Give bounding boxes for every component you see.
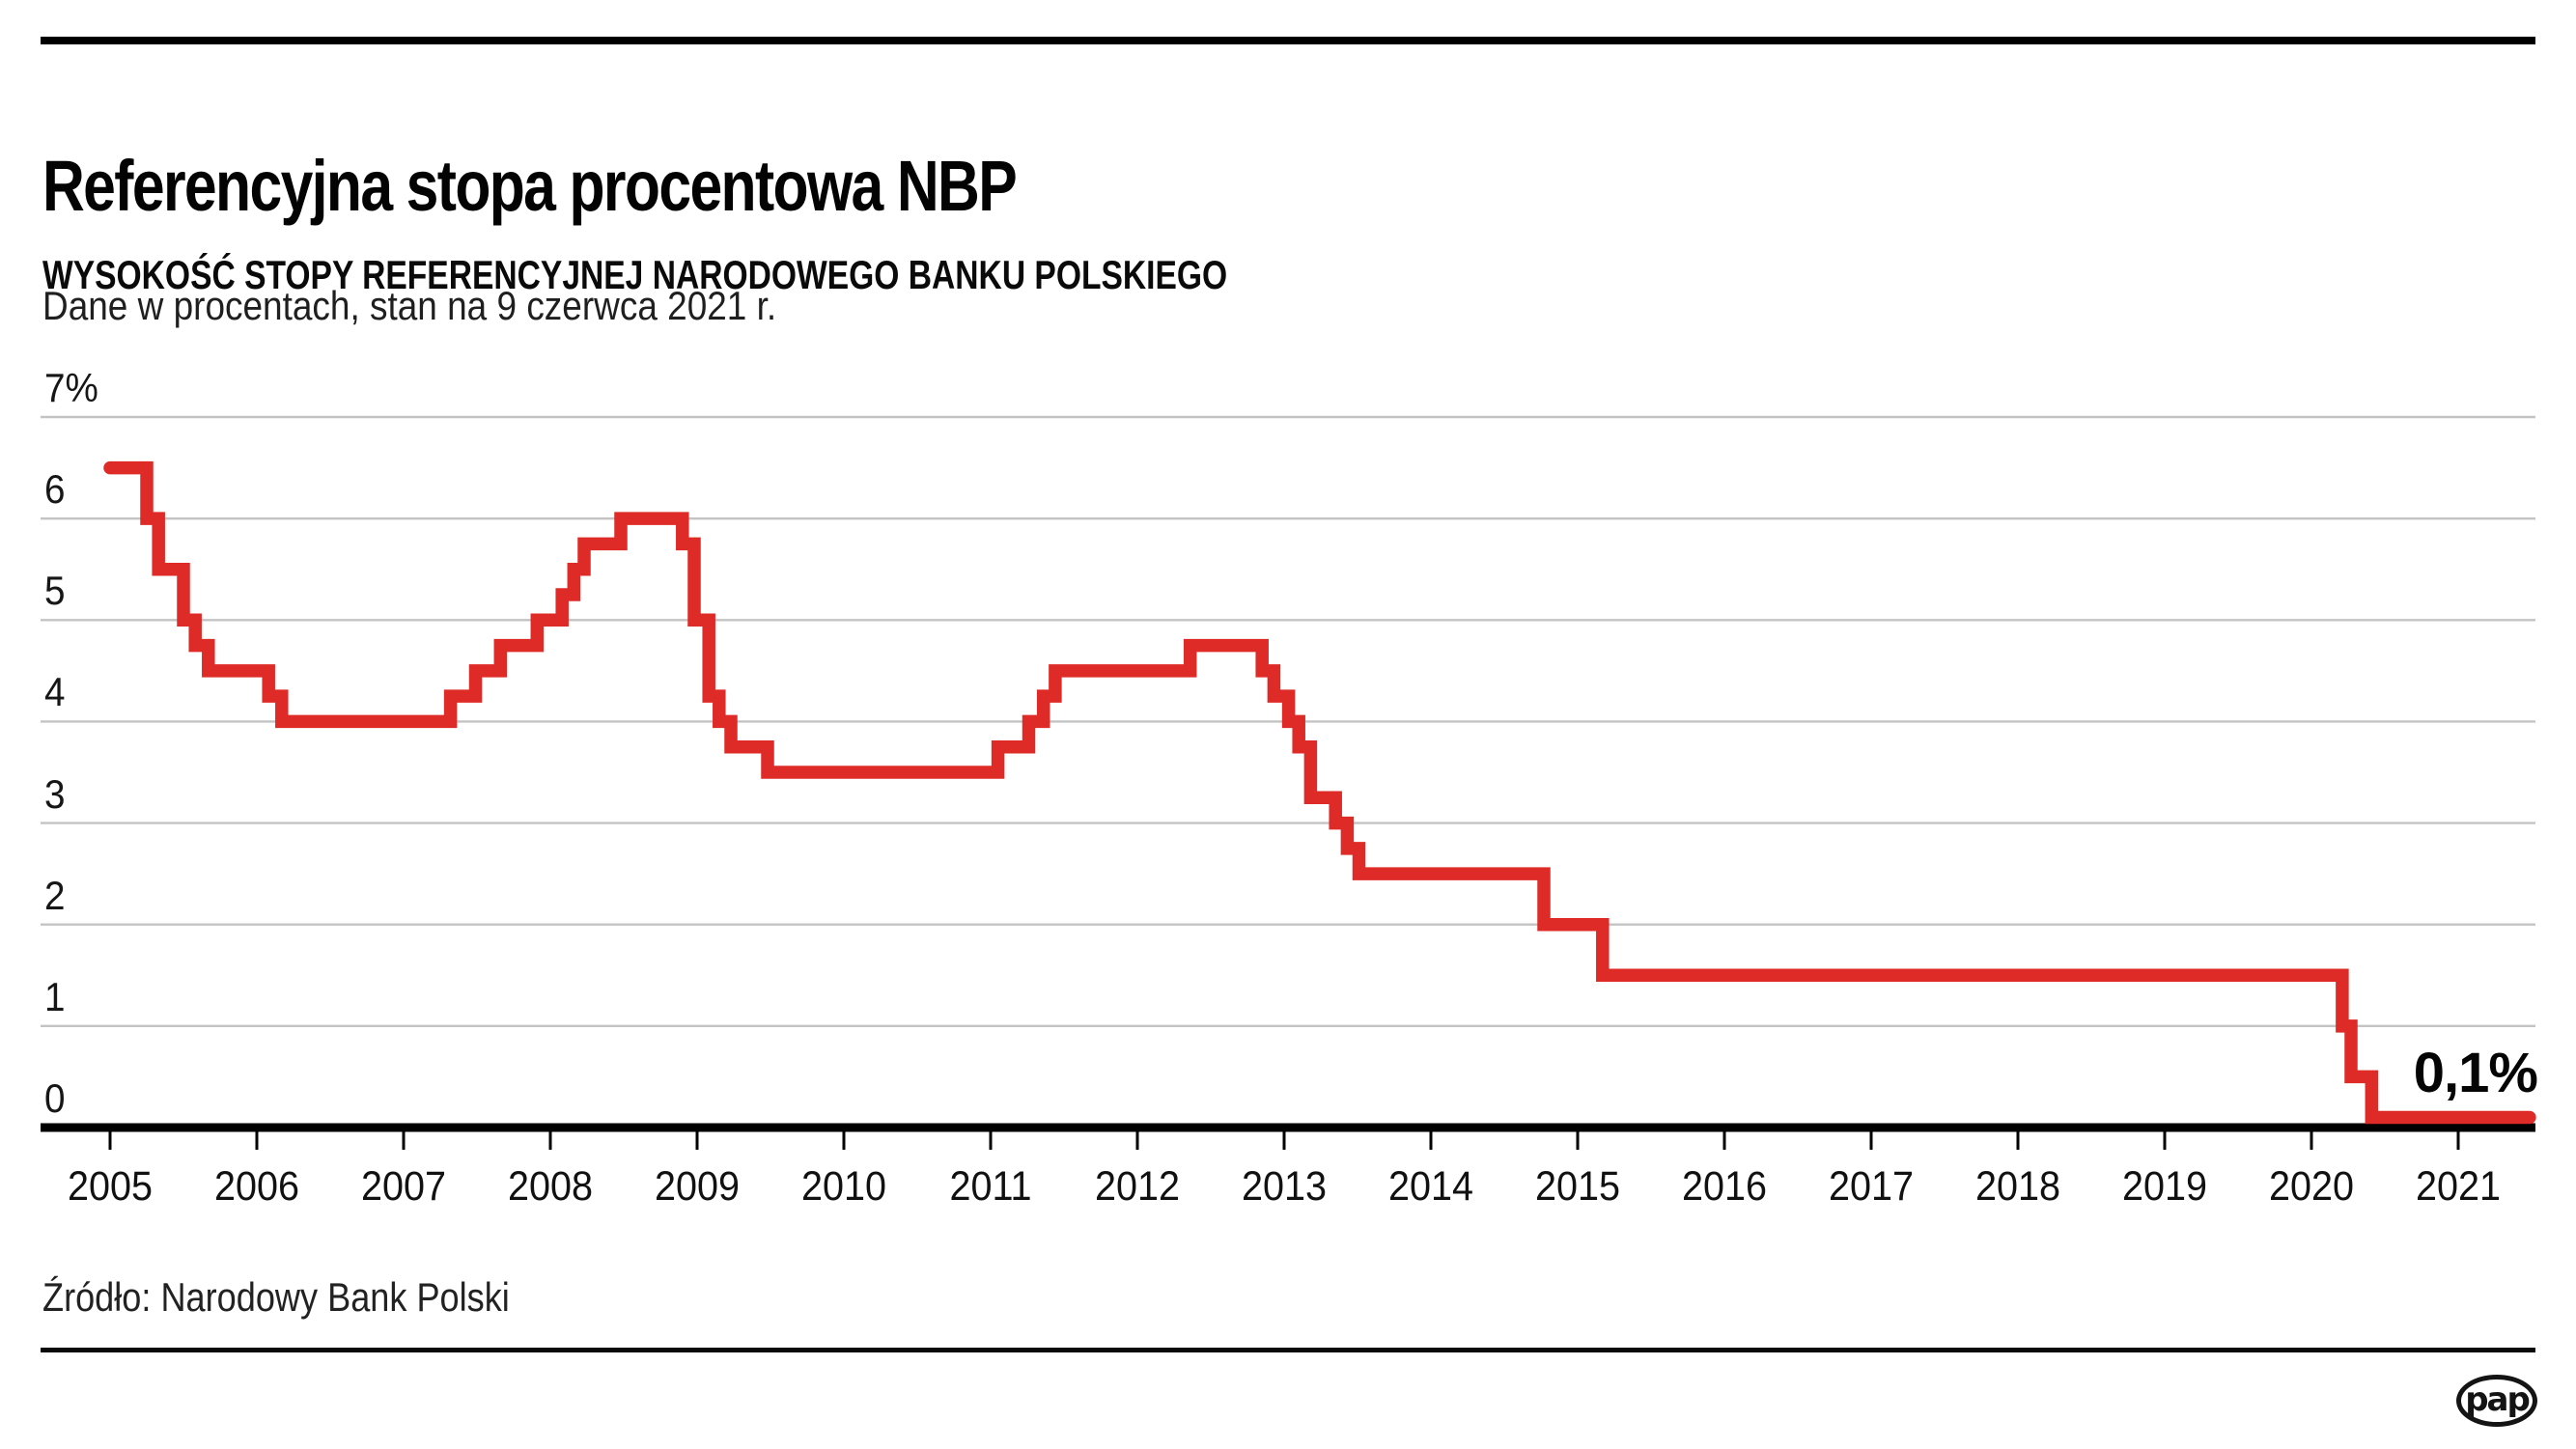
source-credit: Źródło: Narodowy Bank Polski xyxy=(42,1274,510,1320)
x-axis-label: 2009 xyxy=(654,1163,741,1210)
x-axis-label: 2016 xyxy=(1681,1163,1768,1210)
x-axis-label: 2020 xyxy=(2268,1163,2355,1210)
data-note: Dane w procentach, stan na 9 czerwca 202… xyxy=(42,283,777,328)
x-axis-label: 2010 xyxy=(800,1163,887,1210)
x-axis-label: 2015 xyxy=(1534,1163,1621,1210)
x-axis-label: 2012 xyxy=(1094,1163,1181,1210)
pap-logo: pap xyxy=(2456,1375,2537,1427)
page-title: Referencyjna stopa procentowa NBP xyxy=(42,145,1018,226)
x-axis-label: 2017 xyxy=(1828,1163,1915,1210)
x-axis-label: 2013 xyxy=(1241,1163,1328,1210)
y-axis-label: 5 xyxy=(44,568,66,614)
y-axis-label: 6 xyxy=(44,466,66,513)
pap-logo-text: pap xyxy=(2465,1380,2531,1419)
x-axis-label: 2021 xyxy=(2415,1163,2502,1210)
y-axis-label: 0 xyxy=(44,1075,66,1121)
y-axis-label: 1 xyxy=(44,973,66,1019)
rate-step-line xyxy=(103,460,2536,1125)
bottom-divider-bar xyxy=(41,1348,2535,1352)
x-axis-label: 2011 xyxy=(949,1163,1032,1210)
top-divider-bar xyxy=(41,37,2535,44)
x-axis-label: 2018 xyxy=(1974,1163,2061,1210)
x-axis-label: 2014 xyxy=(1387,1163,1474,1210)
y-axis-label: 3 xyxy=(44,770,66,817)
y-axis-label: 7% xyxy=(44,364,98,410)
last-value-label: 0,1% xyxy=(2413,1042,2538,1104)
x-axis-label: 2006 xyxy=(213,1163,300,1210)
y-axis-label: 4 xyxy=(44,669,66,715)
x-axis-label: 2019 xyxy=(2121,1163,2208,1210)
page-subtitle: WYSOKOŚĆ STOPY REFERENCYJNEJ NARODOWEGO … xyxy=(42,251,1228,297)
x-axis-label: 2005 xyxy=(67,1163,154,1210)
x-axis-label: 2007 xyxy=(360,1163,447,1210)
y-axis-label: 2 xyxy=(44,872,66,918)
x-axis-label: 2008 xyxy=(507,1163,594,1210)
